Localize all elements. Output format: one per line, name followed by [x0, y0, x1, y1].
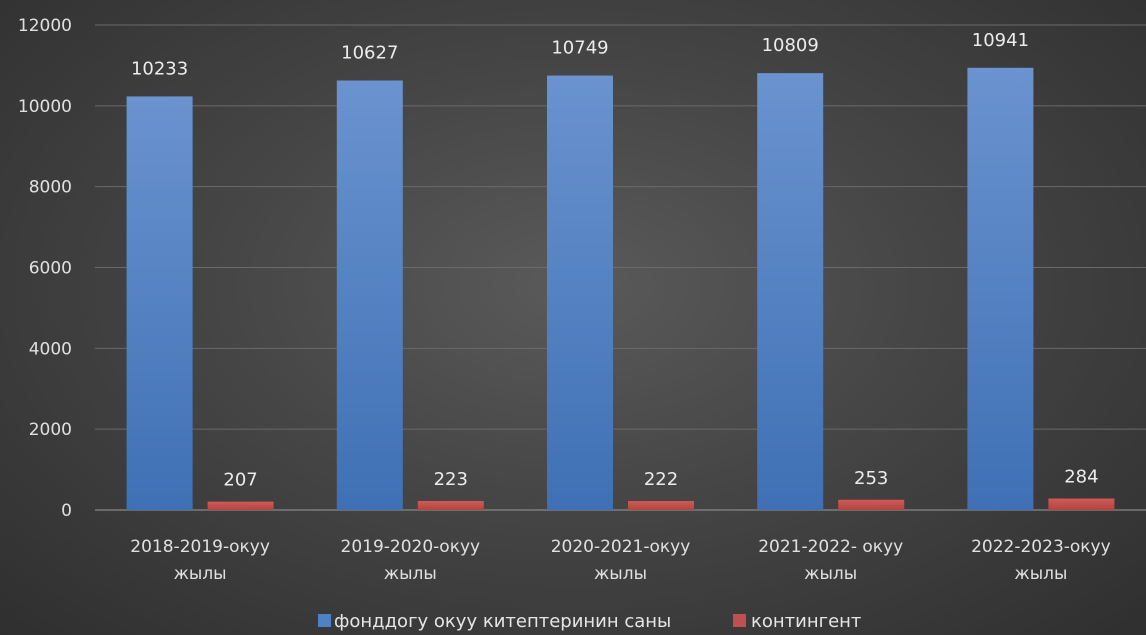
data-labels: 10233 207 10627 223 10749 222 10809 253 10941 284 [131, 30, 1099, 491]
bar-contingent [838, 499, 905, 510]
x-category-label: 2018-2019-окуу [130, 537, 270, 557]
x-category-label: жылы [1014, 564, 1067, 584]
bar-contingent [628, 501, 694, 510]
x-category-label: 2020-2021-окуу [551, 537, 691, 557]
data-label-contingent: 207 [223, 470, 257, 491]
y-tick-label: 4000 [29, 339, 72, 359]
x-category-label: 2019-2020-окуу [341, 537, 481, 557]
x-category-label: жылы [384, 564, 437, 584]
x-axis-categories: 2018-2019-окуу жылы 2019-2020-окуу жылы 2020… [130, 537, 1110, 584]
bars [126, 67, 1115, 511]
bar-books [757, 73, 824, 510]
legend: фонддогу окуу китептеринин саны континген… [318, 611, 861, 632]
data-label-contingent: 222 [644, 469, 678, 490]
x-category-label: 2021-2022- окуу [758, 537, 903, 557]
x-category-label: жылы [804, 564, 857, 584]
legend-label-contingent: контингент [751, 611, 861, 632]
legend-swatch-books [318, 614, 331, 627]
data-label-books: 10749 [551, 38, 608, 59]
x-category-label: жылы [594, 564, 647, 584]
y-tick-label: 10000 [18, 97, 72, 117]
bar-contingent [1048, 498, 1115, 510]
data-label-books: 10809 [762, 35, 819, 56]
y-tick-label: 6000 [29, 259, 72, 279]
data-label-contingent: 284 [1064, 467, 1098, 488]
y-axis-ticks: 0 2000 4000 6000 8000 10000 12000 [18, 16, 72, 521]
bar-books [547, 75, 613, 510]
y-tick-label: 12000 [18, 16, 72, 36]
data-label-contingent: 223 [434, 469, 468, 490]
y-tick-label: 0 [61, 501, 72, 521]
data-label-books: 10627 [341, 42, 398, 63]
x-category-label: 2022-2023-окуу [971, 537, 1111, 557]
legend-swatch-contingent [733, 614, 746, 627]
x-category-label: жылы [174, 564, 227, 584]
bar-contingent [207, 501, 274, 510]
y-tick-label: 8000 [29, 178, 72, 198]
y-tick-label: 2000 [29, 420, 72, 440]
data-label-books: 10941 [972, 30, 1029, 51]
bar-books [967, 67, 1034, 511]
legend-label-books: фонддогу окуу китептеринин саны [334, 611, 671, 632]
data-label-contingent: 253 [854, 468, 888, 489]
bar-books [336, 80, 403, 511]
data-label-books: 10233 [131, 58, 188, 79]
bar-books [126, 96, 193, 510]
gridlines [95, 24, 1146, 511]
bar-contingent [417, 500, 484, 510]
